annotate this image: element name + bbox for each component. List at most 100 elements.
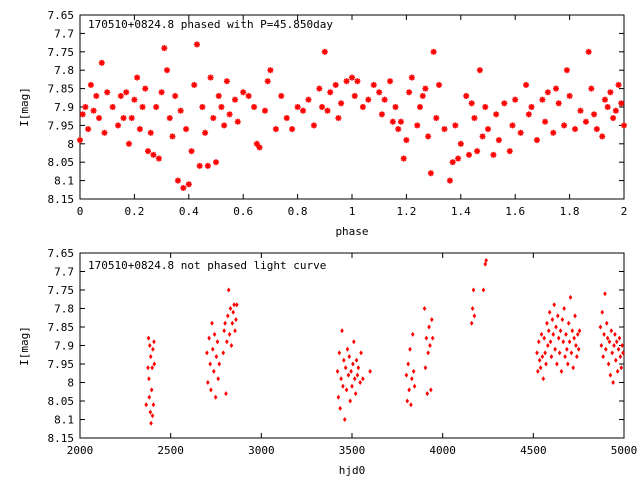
- data-point: [234, 118, 241, 125]
- unphased-y-tick-label: 7.7: [54, 266, 74, 279]
- data-point: [455, 155, 462, 162]
- data-point: [610, 115, 617, 122]
- data-point: [149, 387, 154, 393]
- phased-x-axis-label: phase: [335, 225, 368, 238]
- unphased-chart: 7.65 7.7 7.75 7.8 7.85 7.9 7.95 8 8.05 8.1 8.15 20…: [18, 247, 637, 477]
- data-point: [208, 361, 212, 367]
- data-point: [169, 133, 176, 140]
- data-point: [212, 331, 217, 337]
- data-point: [409, 402, 413, 408]
- data-point: [227, 331, 232, 337]
- data-point: [607, 339, 612, 345]
- data-point: [231, 309, 236, 315]
- data-point: [472, 313, 477, 319]
- data-point: [136, 126, 143, 133]
- data-point: [350, 383, 354, 389]
- data-point: [387, 78, 394, 85]
- phased-x-tick-label: 0: [77, 205, 84, 218]
- data-point: [172, 92, 179, 99]
- data-point: [216, 376, 220, 382]
- data-point: [349, 74, 355, 81]
- data-point: [207, 74, 214, 81]
- data-point: [449, 159, 456, 166]
- data-point: [148, 343, 152, 348]
- data-point: [215, 92, 222, 99]
- data-point: [93, 92, 100, 99]
- data-point: [229, 343, 234, 348]
- unphased-y-tick-label: 8.15: [48, 432, 75, 445]
- data-point: [556, 335, 561, 341]
- data-point: [567, 339, 572, 345]
- data-point: [115, 122, 122, 129]
- data-point: [541, 376, 546, 382]
- data-point: [147, 129, 154, 136]
- data-point: [174, 177, 181, 184]
- phased-x-tick-label: 0.4: [179, 205, 199, 218]
- data-point: [563, 67, 570, 74]
- phased-x-tick-label: 1.6: [505, 205, 525, 218]
- data-point: [183, 126, 190, 133]
- data-point: [408, 74, 415, 81]
- data-point: [199, 104, 206, 110]
- data-point: [144, 402, 148, 408]
- data-point: [565, 361, 570, 367]
- data-point: [485, 126, 491, 133]
- data-point: [429, 387, 433, 393]
- unphased-y-tick-label: 7.75: [48, 284, 75, 297]
- phased-x-tick-label: 1: [349, 205, 356, 218]
- data-point: [225, 339, 229, 345]
- data-point: [150, 365, 154, 371]
- data-point: [381, 96, 388, 103]
- data-point: [406, 89, 413, 96]
- data-point: [217, 361, 222, 367]
- phased-plot-frame: [79, 14, 625, 200]
- unphased-y-axis-label: I[mag]: [18, 326, 31, 366]
- data-point: [228, 306, 233, 311]
- unphased-y-tick-label: 7.9: [54, 340, 74, 353]
- data-point: [82, 104, 89, 110]
- data-point: [428, 343, 432, 348]
- data-point: [501, 100, 508, 107]
- data-point: [525, 111, 532, 118]
- data-point: [490, 151, 497, 158]
- data-point: [575, 354, 579, 360]
- data-point: [240, 89, 247, 96]
- data-point: [354, 78, 361, 85]
- data-point: [424, 335, 429, 341]
- data-point: [232, 96, 239, 103]
- data-point: [146, 365, 150, 371]
- data-point: [109, 104, 116, 110]
- data-point: [337, 350, 342, 356]
- unphased-x-ticks: 2000 2500 3000 3500 4000 4500 5000: [67, 253, 637, 457]
- data-point: [566, 320, 571, 326]
- data-point: [574, 343, 578, 348]
- data-point: [148, 354, 153, 360]
- data-point: [221, 122, 228, 129]
- data-point: [430, 48, 437, 55]
- data-point: [591, 111, 598, 118]
- data-point: [405, 398, 410, 404]
- data-point: [335, 368, 340, 374]
- data-point: [536, 368, 540, 374]
- data-point: [547, 309, 552, 315]
- data-point: [544, 361, 548, 367]
- data-point: [425, 391, 430, 397]
- data-point: [166, 115, 173, 122]
- data-point: [593, 126, 600, 133]
- unphased-x-tick-label: 4500: [520, 444, 547, 457]
- data-point: [481, 287, 486, 293]
- data-point: [342, 417, 347, 422]
- phased-y-tick-label: 7.9: [54, 101, 74, 114]
- data-point: [575, 331, 580, 337]
- data-point: [151, 402, 156, 408]
- data-point: [601, 96, 608, 103]
- data-point: [536, 339, 541, 345]
- data-point: [414, 122, 421, 129]
- data-point: [389, 118, 396, 125]
- data-point: [206, 380, 210, 385]
- data-point: [222, 328, 226, 334]
- data-point: [321, 48, 328, 55]
- phased-x-tick-label: 0.2: [124, 205, 144, 218]
- data-point: [604, 346, 608, 352]
